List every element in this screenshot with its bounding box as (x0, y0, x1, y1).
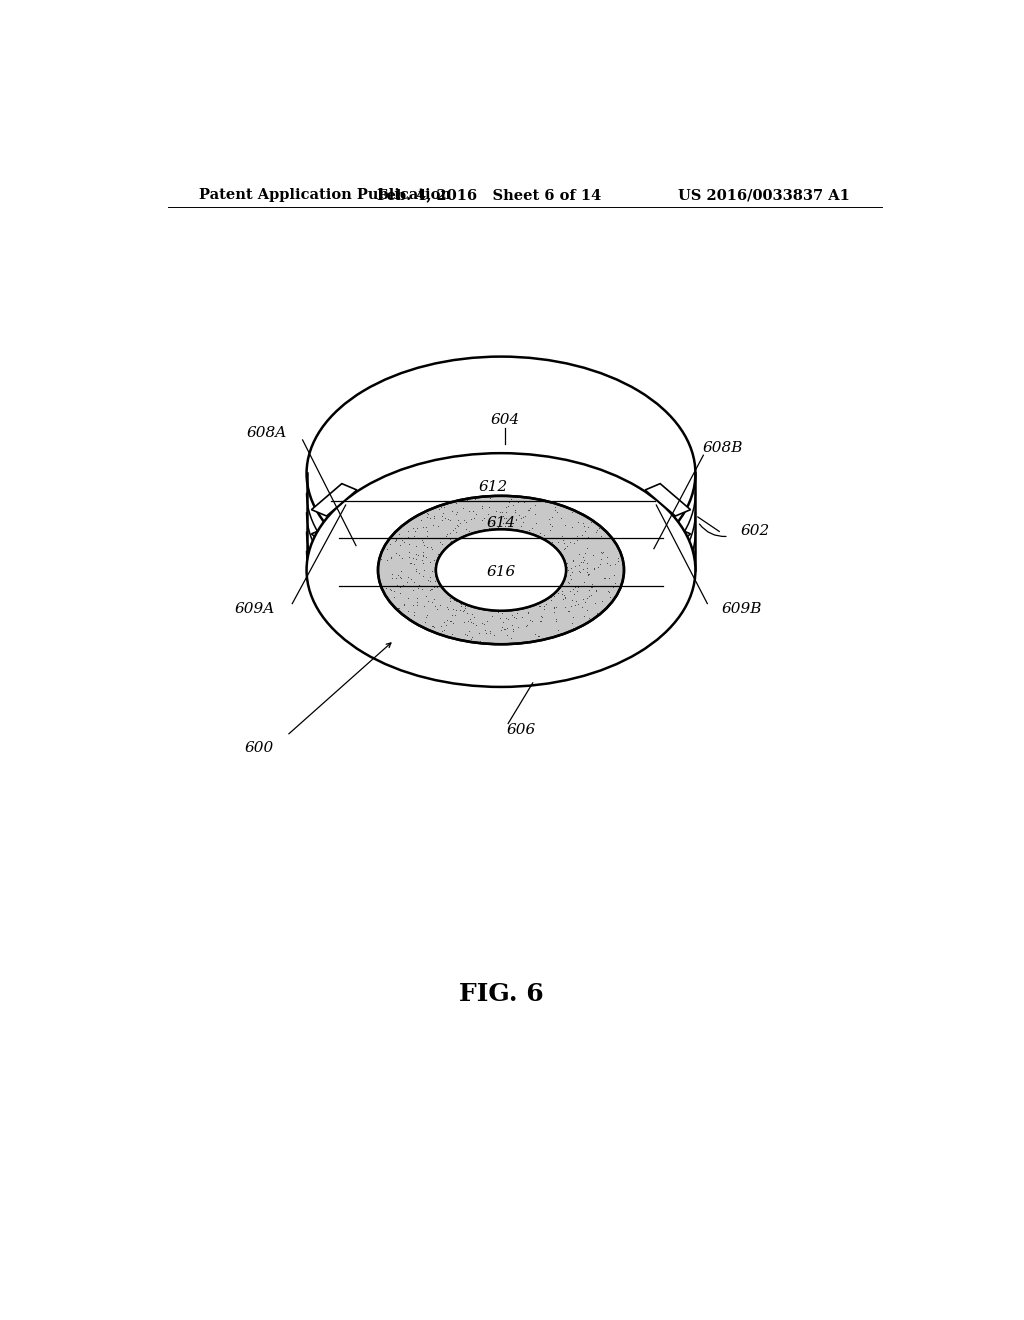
Text: 602: 602 (740, 524, 770, 539)
Ellipse shape (436, 529, 566, 611)
Text: 600: 600 (245, 741, 273, 755)
Ellipse shape (436, 529, 566, 611)
Text: FIG. 6: FIG. 6 (459, 982, 544, 1006)
Text: 612: 612 (478, 479, 508, 494)
Ellipse shape (378, 496, 624, 644)
Text: 609B: 609B (721, 602, 762, 615)
Text: 608A: 608A (247, 426, 287, 440)
Text: 609A: 609A (234, 602, 275, 615)
Text: 608B: 608B (702, 441, 743, 455)
Text: 614: 614 (486, 516, 516, 531)
Ellipse shape (306, 356, 695, 590)
Polygon shape (311, 483, 357, 516)
Text: 604: 604 (490, 413, 519, 426)
Ellipse shape (306, 453, 695, 686)
Polygon shape (645, 528, 690, 560)
Polygon shape (311, 528, 357, 560)
Text: Patent Application Publication: Patent Application Publication (200, 189, 452, 202)
Polygon shape (645, 483, 690, 516)
Text: US 2016/0033837 A1: US 2016/0033837 A1 (678, 189, 850, 202)
Text: Feb. 4, 2016   Sheet 6 of 14: Feb. 4, 2016 Sheet 6 of 14 (377, 189, 601, 202)
Text: 616: 616 (486, 565, 516, 579)
Text: 606: 606 (506, 722, 536, 737)
